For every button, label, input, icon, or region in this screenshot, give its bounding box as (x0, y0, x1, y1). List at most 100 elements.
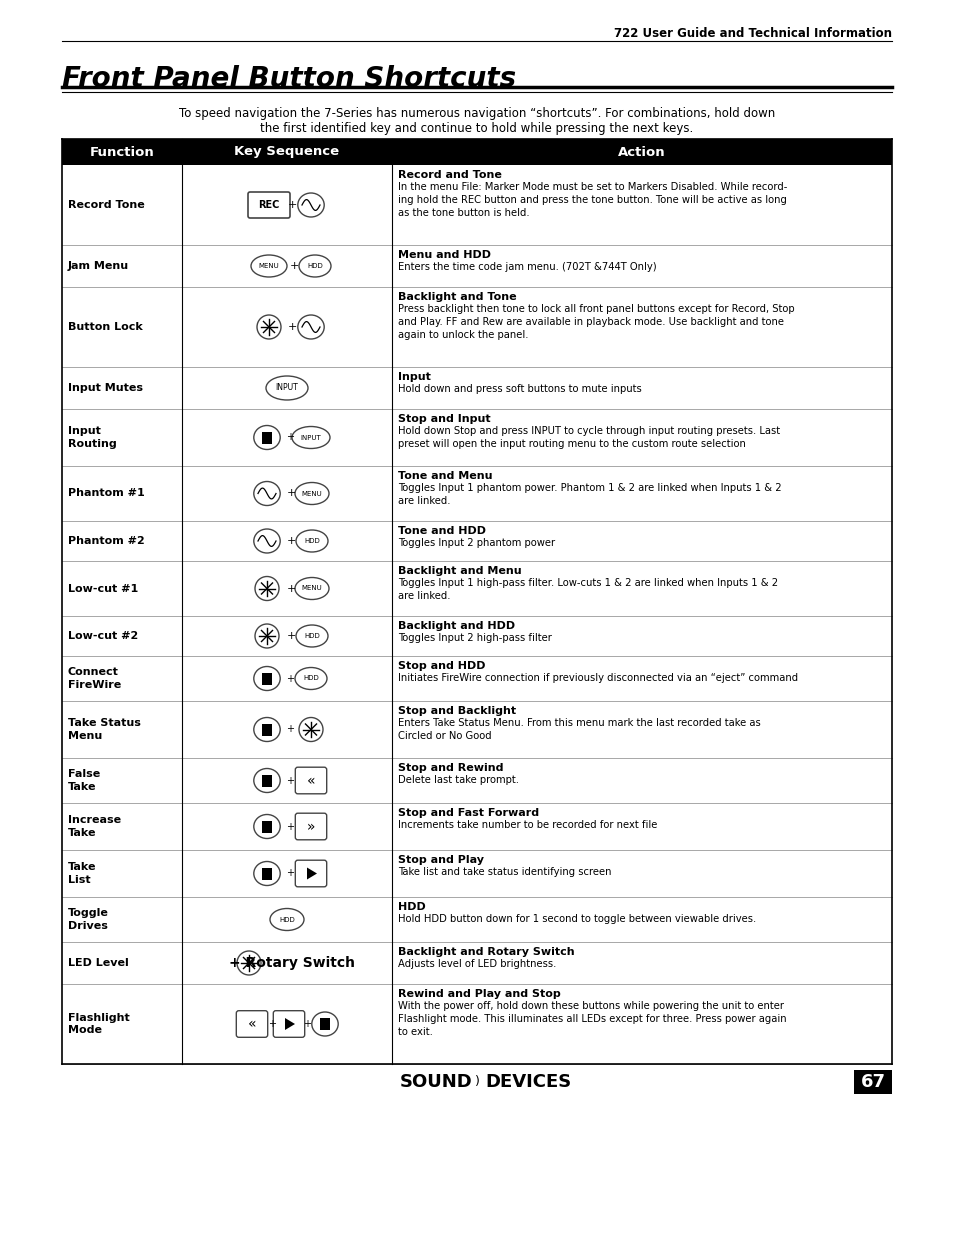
Text: In the menu File: Marker Mode must be set to Markers Disabled. While record-
ing: In the menu File: Marker Mode must be se… (397, 182, 786, 217)
FancyBboxPatch shape (62, 140, 891, 165)
Text: Low-cut #2: Low-cut #2 (68, 631, 138, 641)
FancyBboxPatch shape (295, 861, 326, 887)
Text: Stop and Fast Forward: Stop and Fast Forward (397, 808, 538, 818)
Text: +: + (286, 583, 295, 594)
Ellipse shape (312, 1011, 338, 1036)
Text: Hold HDD button down for 1 second to toggle between viewable drives.: Hold HDD button down for 1 second to tog… (397, 914, 756, 924)
Text: DEVICES: DEVICES (484, 1073, 571, 1091)
Ellipse shape (298, 718, 323, 741)
Text: + Rotary Switch: + Rotary Switch (229, 956, 355, 969)
FancyBboxPatch shape (62, 656, 891, 701)
Text: Initiates FireWire connection if previously disconnected via an “eject” command: Initiates FireWire connection if previou… (397, 673, 798, 683)
Text: +: + (289, 261, 298, 270)
Text: Toggles Input 1 high-pass filter. Low-cuts 1 & 2 are linked when Inputs 1 & 2
ar: Toggles Input 1 high-pass filter. Low-cu… (397, 578, 778, 600)
Text: MENU: MENU (258, 263, 279, 269)
Text: With the power off, hold down these buttons while powering the unit to enter
Fla: With the power off, hold down these butt… (397, 1002, 786, 1036)
Text: Low-cut #1: Low-cut #1 (68, 583, 138, 594)
Text: »: » (307, 820, 314, 834)
Text: 67: 67 (860, 1073, 884, 1091)
Text: Menu and HDD: Menu and HDD (397, 249, 491, 261)
Text: Take Status
Menu: Take Status Menu (68, 719, 141, 741)
FancyBboxPatch shape (295, 813, 326, 840)
Ellipse shape (253, 768, 280, 793)
Ellipse shape (297, 315, 324, 338)
FancyBboxPatch shape (62, 758, 891, 803)
Text: Increase
Take: Increase Take (68, 815, 121, 837)
Text: +: + (286, 432, 294, 442)
Text: +: + (268, 1019, 275, 1029)
Text: +: + (286, 489, 295, 499)
Text: +: + (286, 673, 294, 683)
FancyBboxPatch shape (62, 897, 891, 942)
Text: Hold down Stop and press INPUT to cycle through input routing presets. Last
pres: Hold down Stop and press INPUT to cycle … (397, 426, 780, 448)
Text: MENU: MENU (301, 585, 322, 592)
Text: +: + (286, 536, 295, 546)
Ellipse shape (253, 667, 280, 690)
Ellipse shape (266, 375, 308, 400)
Text: +: + (286, 725, 294, 735)
Text: Backlight and Menu: Backlight and Menu (397, 566, 521, 576)
FancyBboxPatch shape (62, 521, 891, 561)
Text: ): ) (475, 1076, 479, 1088)
Text: Stop and HDD: Stop and HDD (397, 661, 485, 671)
Text: Take
List: Take List (68, 862, 96, 884)
Text: Tone and HDD: Tone and HDD (397, 526, 485, 536)
FancyBboxPatch shape (62, 409, 891, 466)
FancyBboxPatch shape (62, 803, 891, 850)
Text: False
Take: False Take (68, 769, 100, 792)
Text: Stop and Backlight: Stop and Backlight (397, 706, 516, 716)
Text: Increments take number to be recorded for next file: Increments take number to be recorded fo… (397, 820, 657, 830)
Text: Backlight and Tone: Backlight and Tone (397, 291, 517, 303)
Ellipse shape (270, 909, 304, 930)
Text: SOUND: SOUND (400, 1073, 473, 1091)
Polygon shape (307, 867, 316, 879)
FancyBboxPatch shape (262, 724, 272, 736)
Text: Key Sequence: Key Sequence (234, 146, 339, 158)
FancyBboxPatch shape (62, 616, 891, 656)
Ellipse shape (254, 624, 278, 648)
Text: +: + (286, 631, 295, 641)
Text: «: « (307, 773, 314, 788)
Text: Input Mutes: Input Mutes (68, 383, 143, 393)
Text: Connect
FireWire: Connect FireWire (68, 667, 121, 689)
Text: Take list and take status identifying screen: Take list and take status identifying sc… (397, 867, 611, 877)
Text: HDD: HDD (303, 676, 318, 682)
Text: Input
Routing: Input Routing (68, 426, 116, 448)
Text: To speed navigation the 7-Series has numerous navigation “shortcuts”. For combin: To speed navigation the 7-Series has num… (178, 107, 774, 120)
Text: INPUT: INPUT (300, 435, 321, 441)
Text: Stop and Play: Stop and Play (397, 855, 483, 864)
Text: Toggle
Drives: Toggle Drives (68, 908, 109, 931)
Ellipse shape (253, 426, 280, 450)
Text: HDD: HDD (307, 263, 322, 269)
Text: +: + (286, 776, 294, 785)
Ellipse shape (256, 315, 281, 338)
Text: Toggles Input 2 phantom power: Toggles Input 2 phantom power (397, 538, 555, 548)
Text: Adjusts level of LED brightness.: Adjusts level of LED brightness. (397, 960, 556, 969)
Text: +: + (286, 868, 294, 878)
Text: 722 User Guide and Technical Information: 722 User Guide and Technical Information (614, 27, 891, 40)
Text: Tone and Menu: Tone and Menu (397, 471, 492, 480)
FancyBboxPatch shape (62, 466, 891, 521)
Text: LED Level: LED Level (68, 958, 129, 968)
Text: Press backlight then tone to lock all front panel buttons except for Record, Sto: Press backlight then tone to lock all fr… (397, 304, 794, 340)
Text: Delete last take prompt.: Delete last take prompt. (397, 776, 518, 785)
Text: +: + (303, 1019, 311, 1029)
Ellipse shape (253, 529, 280, 553)
Text: Backlight and HDD: Backlight and HDD (397, 621, 515, 631)
Ellipse shape (253, 815, 280, 839)
Text: Stop and Rewind: Stop and Rewind (397, 763, 503, 773)
Ellipse shape (295, 530, 328, 552)
Text: MENU: MENU (301, 490, 322, 496)
Text: HDD: HDD (304, 538, 319, 543)
FancyBboxPatch shape (295, 767, 326, 794)
Text: Flashlight
Mode: Flashlight Mode (68, 1013, 130, 1035)
Text: +: + (286, 821, 294, 831)
Ellipse shape (294, 578, 329, 599)
FancyBboxPatch shape (262, 673, 272, 684)
Ellipse shape (254, 577, 278, 600)
FancyBboxPatch shape (262, 774, 272, 787)
FancyBboxPatch shape (319, 1018, 330, 1030)
FancyBboxPatch shape (262, 431, 272, 443)
Text: Record Tone: Record Tone (68, 200, 145, 210)
Ellipse shape (297, 193, 324, 217)
